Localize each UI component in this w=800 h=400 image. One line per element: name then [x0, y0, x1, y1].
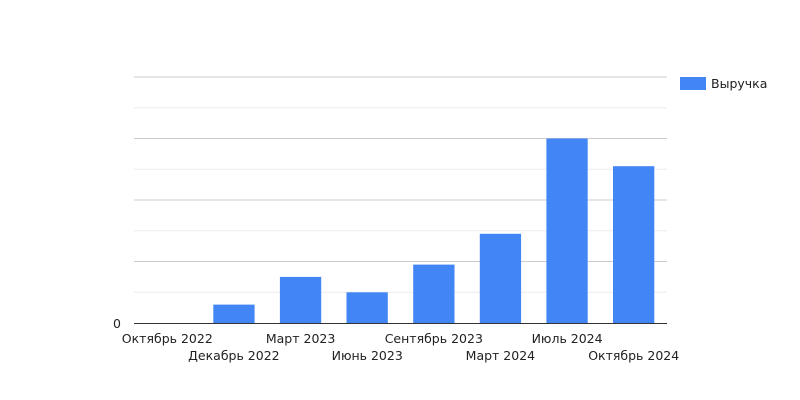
legend-swatch: [680, 77, 706, 90]
legend[interactable]: Выручка: [680, 76, 767, 91]
bar-6[interactable]: [546, 138, 588, 324]
x-tick-label: Март 2024: [466, 348, 535, 363]
x-axis-tick-labels: Октябрь 2022 Декабрь 2022 Март 2023 Июнь 20…: [122, 331, 679, 363]
x-tick-label: Июнь 2023: [332, 348, 403, 363]
legend-label-revenue: Выручка: [711, 76, 767, 91]
bar-7[interactable]: [613, 166, 655, 323]
x-tick-label: Октябрь 2022: [122, 331, 213, 346]
bar-2[interactable]: [279, 276, 322, 323]
x-tick-label: Июль 2024: [532, 331, 603, 346]
x-tick-label: Сентябрь 2023: [385, 331, 483, 346]
y-tick-label: 0: [113, 316, 121, 331]
y-axis-tick-labels: 0: [113, 316, 121, 331]
gridlines: [134, 76, 667, 293]
bar-1[interactable]: [213, 304, 255, 323]
x-tick-label: Декабрь 2022: [188, 348, 279, 363]
bar-3[interactable]: [346, 292, 388, 324]
bars: [213, 138, 655, 324]
bar-4[interactable]: [413, 264, 455, 323]
x-tick-label: Март 2023: [266, 331, 335, 346]
x-tick-label: Октябрь 2024: [588, 348, 679, 363]
bar-5[interactable]: [479, 233, 522, 323]
